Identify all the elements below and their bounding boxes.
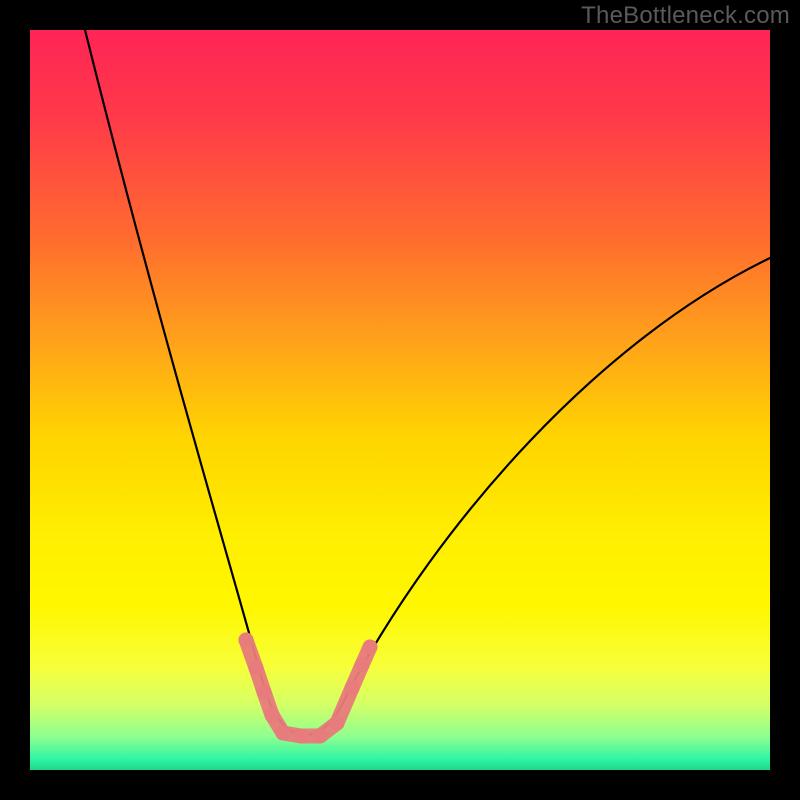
valley-marker-dot	[345, 681, 360, 696]
valley-marker-dot	[363, 640, 378, 655]
valley-marker-dot	[313, 729, 328, 744]
valley-marker-dot	[239, 633, 254, 648]
bottleneck-chart	[0, 0, 800, 800]
valley-marker-dot	[265, 708, 280, 723]
valley-marker-dot	[330, 716, 345, 731]
chart-container: TheBottleneck.com	[0, 0, 800, 800]
watermark-label: TheBottleneck.com	[581, 2, 790, 30]
valley-marker-dot	[294, 729, 309, 744]
valley-marker-dot	[257, 685, 272, 700]
valley-marker-dot	[276, 726, 291, 741]
valley-marker-dot	[249, 661, 264, 676]
plot-area	[30, 30, 770, 770]
valley-marker-dot	[355, 658, 370, 673]
